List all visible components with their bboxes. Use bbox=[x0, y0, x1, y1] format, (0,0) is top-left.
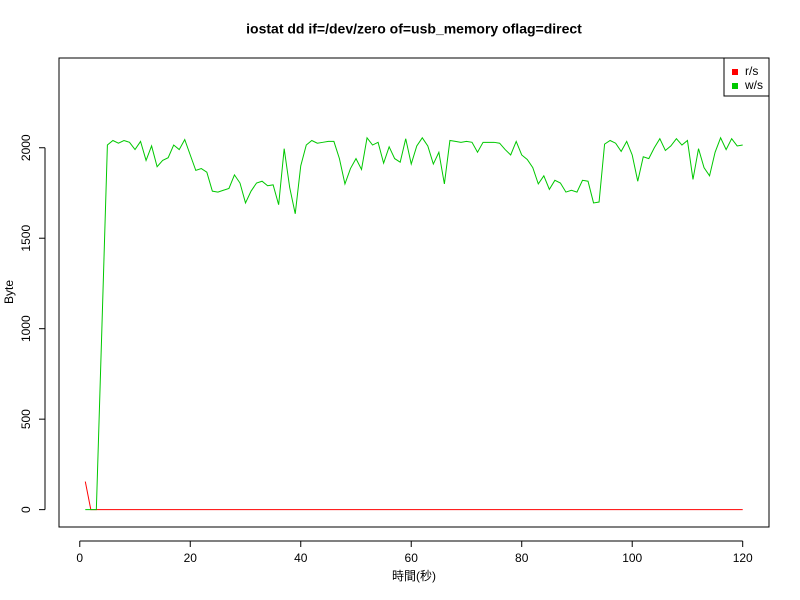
x-axis-label: 時間(秒) bbox=[392, 569, 436, 583]
y-tick-label: 1500 bbox=[19, 225, 33, 252]
legend-box bbox=[723, 57, 770, 97]
x-tick-label: 0 bbox=[76, 551, 83, 565]
x-tick-label: 60 bbox=[405, 551, 419, 565]
chart-title: iostat dd if=/dev/zero of=usb_memory ofl… bbox=[246, 21, 582, 37]
y-tick-label: 1000 bbox=[19, 315, 33, 342]
y-tick-label: 500 bbox=[19, 409, 33, 429]
x-tick-label: 120 bbox=[733, 551, 753, 565]
y-axis-label: Byte bbox=[2, 280, 16, 304]
x-tick-label: 40 bbox=[294, 551, 308, 565]
x-tick-label: 20 bbox=[184, 551, 198, 565]
legend-label: r/s bbox=[745, 64, 758, 78]
series-line bbox=[84, 481, 743, 511]
y-tick-label: 2000 bbox=[19, 134, 33, 161]
legend-key bbox=[732, 83, 738, 89]
legend-label: w/s bbox=[744, 78, 763, 92]
plot-box bbox=[58, 57, 770, 528]
x-tick-label: 80 bbox=[515, 551, 529, 565]
y-tick-label: 0 bbox=[19, 506, 33, 513]
series-line bbox=[85, 136, 743, 511]
x-tick-label: 100 bbox=[622, 551, 642, 565]
legend-key bbox=[732, 69, 738, 75]
